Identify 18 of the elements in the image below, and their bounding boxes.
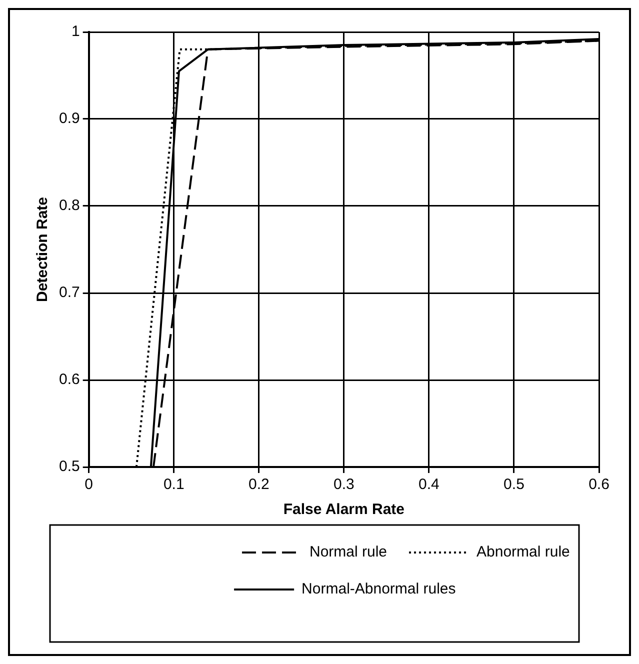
y-tick-label: 0.8 <box>58 197 80 214</box>
x-tick-label: 0.2 <box>248 476 270 494</box>
x-tick-label: 0.4 <box>418 476 440 494</box>
y-tick-label: 1 <box>72 23 80 40</box>
legend-label: Normal rule <box>309 544 388 561</box>
legend-label: Normal-Abnormal rules <box>302 580 456 598</box>
y-axis-title: Detection Rate <box>34 196 52 302</box>
x-axis-title: False Alarm Rate <box>283 501 405 518</box>
x-tick-label: 0.3 <box>333 476 354 494</box>
legend-label: Abnormal rule <box>476 544 570 561</box>
x-tick-label: 0.5 <box>504 476 524 494</box>
y-tick-label: 0.9 <box>58 110 80 128</box>
y-tick-label: 0.6 <box>58 371 80 388</box>
y-tick-label: 0.5 <box>58 458 80 476</box>
x-tick-label: 0.6 <box>588 476 610 494</box>
y-tick-label: 0.7 <box>58 284 80 302</box>
x-tick-label: 0 <box>84 476 94 494</box>
x-tick-label: 0.1 <box>163 476 184 494</box>
